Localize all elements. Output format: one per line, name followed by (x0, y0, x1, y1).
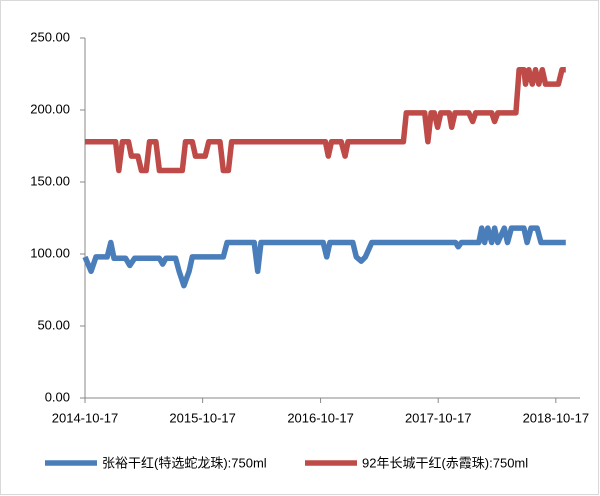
x-tick-label: 2016-10-17 (287, 410, 354, 425)
y-tick-label: 100.00 (30, 245, 70, 260)
x-tick-label: 2014-10-17 (52, 410, 119, 425)
y-tick-label: 50.00 (37, 317, 70, 332)
y-tick-label: 150.00 (30, 173, 70, 188)
x-tick-label: 2017-10-17 (405, 410, 472, 425)
y-tick-label: 200.00 (30, 101, 70, 116)
legend-label: 92年长城干红(赤霞珠):750ml (362, 455, 528, 470)
series-line (85, 66, 566, 174)
y-tick-label: 0.00 (45, 389, 70, 404)
x-tick-label: 2015-10-17 (169, 410, 236, 425)
legend-label: 张裕干红(特选蛇龙珠):750ml (102, 455, 267, 470)
series-line (82, 225, 566, 289)
x-tick-label: 2018-10-17 (523, 410, 590, 425)
y-tick-label: 250.00 (30, 29, 70, 44)
